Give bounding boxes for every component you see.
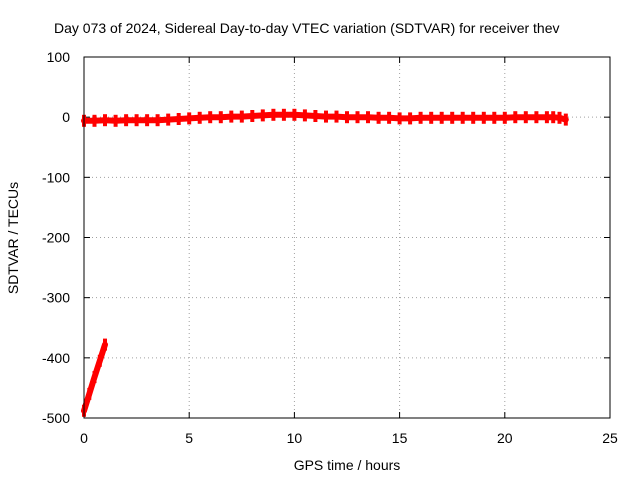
y-tick-label: -200 (42, 230, 70, 246)
data-point (229, 110, 234, 123)
data-point (271, 108, 276, 121)
data-point (208, 111, 213, 124)
x-tick-label: 0 (80, 430, 88, 446)
data-point (513, 111, 518, 124)
x-tick-label: 20 (497, 430, 513, 446)
data-point (387, 111, 392, 124)
data-point (176, 113, 181, 125)
data-point (324, 110, 328, 123)
x-tick-label: 15 (392, 430, 408, 446)
data-point (250, 110, 255, 122)
data-point (313, 110, 318, 122)
data-point (355, 111, 360, 124)
data-point (197, 111, 202, 124)
data-point (155, 114, 160, 127)
data-point (544, 111, 549, 124)
data-point (166, 113, 171, 126)
data-point (134, 114, 139, 127)
y-tick-label: -500 (42, 410, 70, 426)
y-tick-label: -400 (42, 350, 70, 366)
x-axis-label: GPS time / hours (294, 457, 401, 473)
data-point (492, 111, 497, 124)
data-point (563, 113, 568, 126)
data-point (397, 112, 402, 125)
data-point (281, 108, 286, 121)
axis-tick-labels: 0 5 10 15 20 25 -500 -400 -300 -200 -100 0 100 (42, 49, 618, 446)
data-point (92, 114, 97, 127)
data-point (334, 110, 339, 123)
data-point (260, 109, 265, 122)
data-point (103, 338, 107, 351)
y-tick-label: -300 (42, 290, 70, 306)
plot-frame (83, 56, 611, 419)
data-point (124, 114, 129, 127)
data-point (502, 111, 507, 124)
x-tick-label: 5 (185, 430, 193, 446)
data-point (523, 111, 528, 124)
data-point (408, 112, 413, 125)
chart-title: Day 073 of 2024, Sidereal Day-to-day VTE… (54, 20, 560, 36)
data-point (551, 111, 556, 124)
data-point (481, 111, 486, 124)
data-point (557, 111, 562, 124)
x-tick-label: 10 (287, 430, 303, 446)
data-point (429, 111, 434, 124)
data-point (92, 371, 97, 384)
x-tick-label: 25 (602, 430, 618, 446)
data-point (292, 108, 297, 121)
data-point (450, 111, 455, 124)
axis-ticks (83, 56, 611, 419)
data-point (218, 111, 223, 124)
data-point (366, 111, 370, 124)
y-tick-label: 0 (62, 109, 70, 125)
data-point (145, 114, 150, 127)
data-point (239, 110, 244, 123)
data-point (460, 111, 465, 124)
data-point (187, 112, 192, 125)
grid (84, 57, 610, 418)
data-series (81, 108, 569, 417)
data-point (103, 114, 107, 127)
data-point (97, 354, 102, 367)
data-point (345, 111, 349, 124)
data-point (418, 111, 423, 124)
y-tick-label: 100 (47, 49, 71, 65)
y-tick-label: -100 (42, 169, 70, 185)
data-point (439, 111, 444, 124)
data-point (471, 111, 476, 124)
y-axis-label: SDTVAR / TECUs (5, 182, 21, 294)
data-point (376, 111, 381, 124)
data-point (113, 114, 118, 127)
data-point (534, 111, 539, 124)
data-point (302, 109, 307, 122)
data-point (87, 387, 92, 400)
